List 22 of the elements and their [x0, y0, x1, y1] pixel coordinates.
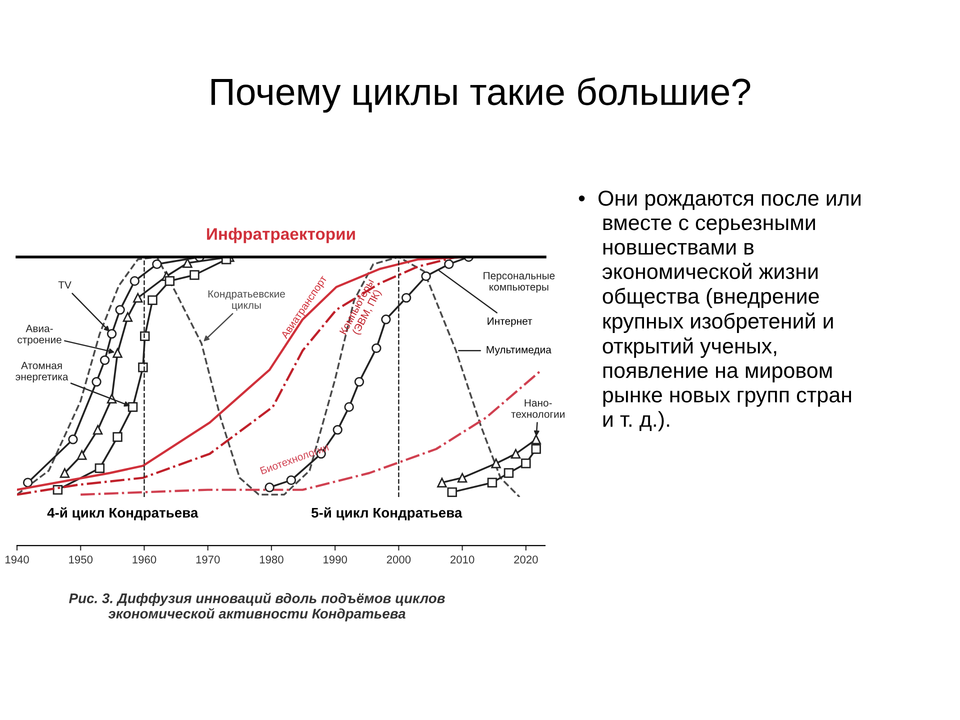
x-tick-label: 2020: [514, 556, 538, 564]
x-tick-label: 2000: [386, 556, 411, 564]
text: 5-й цикл Кондратьева: [311, 507, 462, 520]
series-label: Персональные компьютеры: [484, 272, 555, 293]
x-tick-label: 1960: [132, 556, 156, 564]
text: Инфратраектории: [207, 228, 355, 244]
text: Атомная энергетика: [16, 362, 68, 382]
text: Нано-технологии: [511, 399, 564, 418]
x-tick-label: 1990: [324, 556, 347, 564]
annotation: Мультимедиа: [486, 346, 552, 356]
x-tick-label: 1970: [196, 556, 220, 564]
text: TV: [58, 281, 72, 288]
text: Рис. 3. Диффузия инноваций вдоль подъёмов циклов экономической активности Кондратьева: [69, 592, 445, 622]
annotation: Интернет: [488, 318, 532, 327]
text: • Они рождаются после или вместе с серьезными новшествами в экономической жизни общества (внедрение крупных изобретений и открытий ученых, появление на мировом рынке новых групп стран и т. д.).: [578, 190, 860, 432]
text: Авиа-строение: [18, 324, 62, 346]
text: 4-й цикл Кондратьева: [47, 507, 198, 520]
chart-title: Почему циклы такие большие?: [211, 77, 750, 113]
x-tick-label: 1950: [69, 556, 93, 564]
x-tick-label: 1980: [260, 556, 284, 564]
x-tick-label: 1940: [5, 556, 29, 564]
x-tick-label: 2010: [450, 556, 474, 564]
